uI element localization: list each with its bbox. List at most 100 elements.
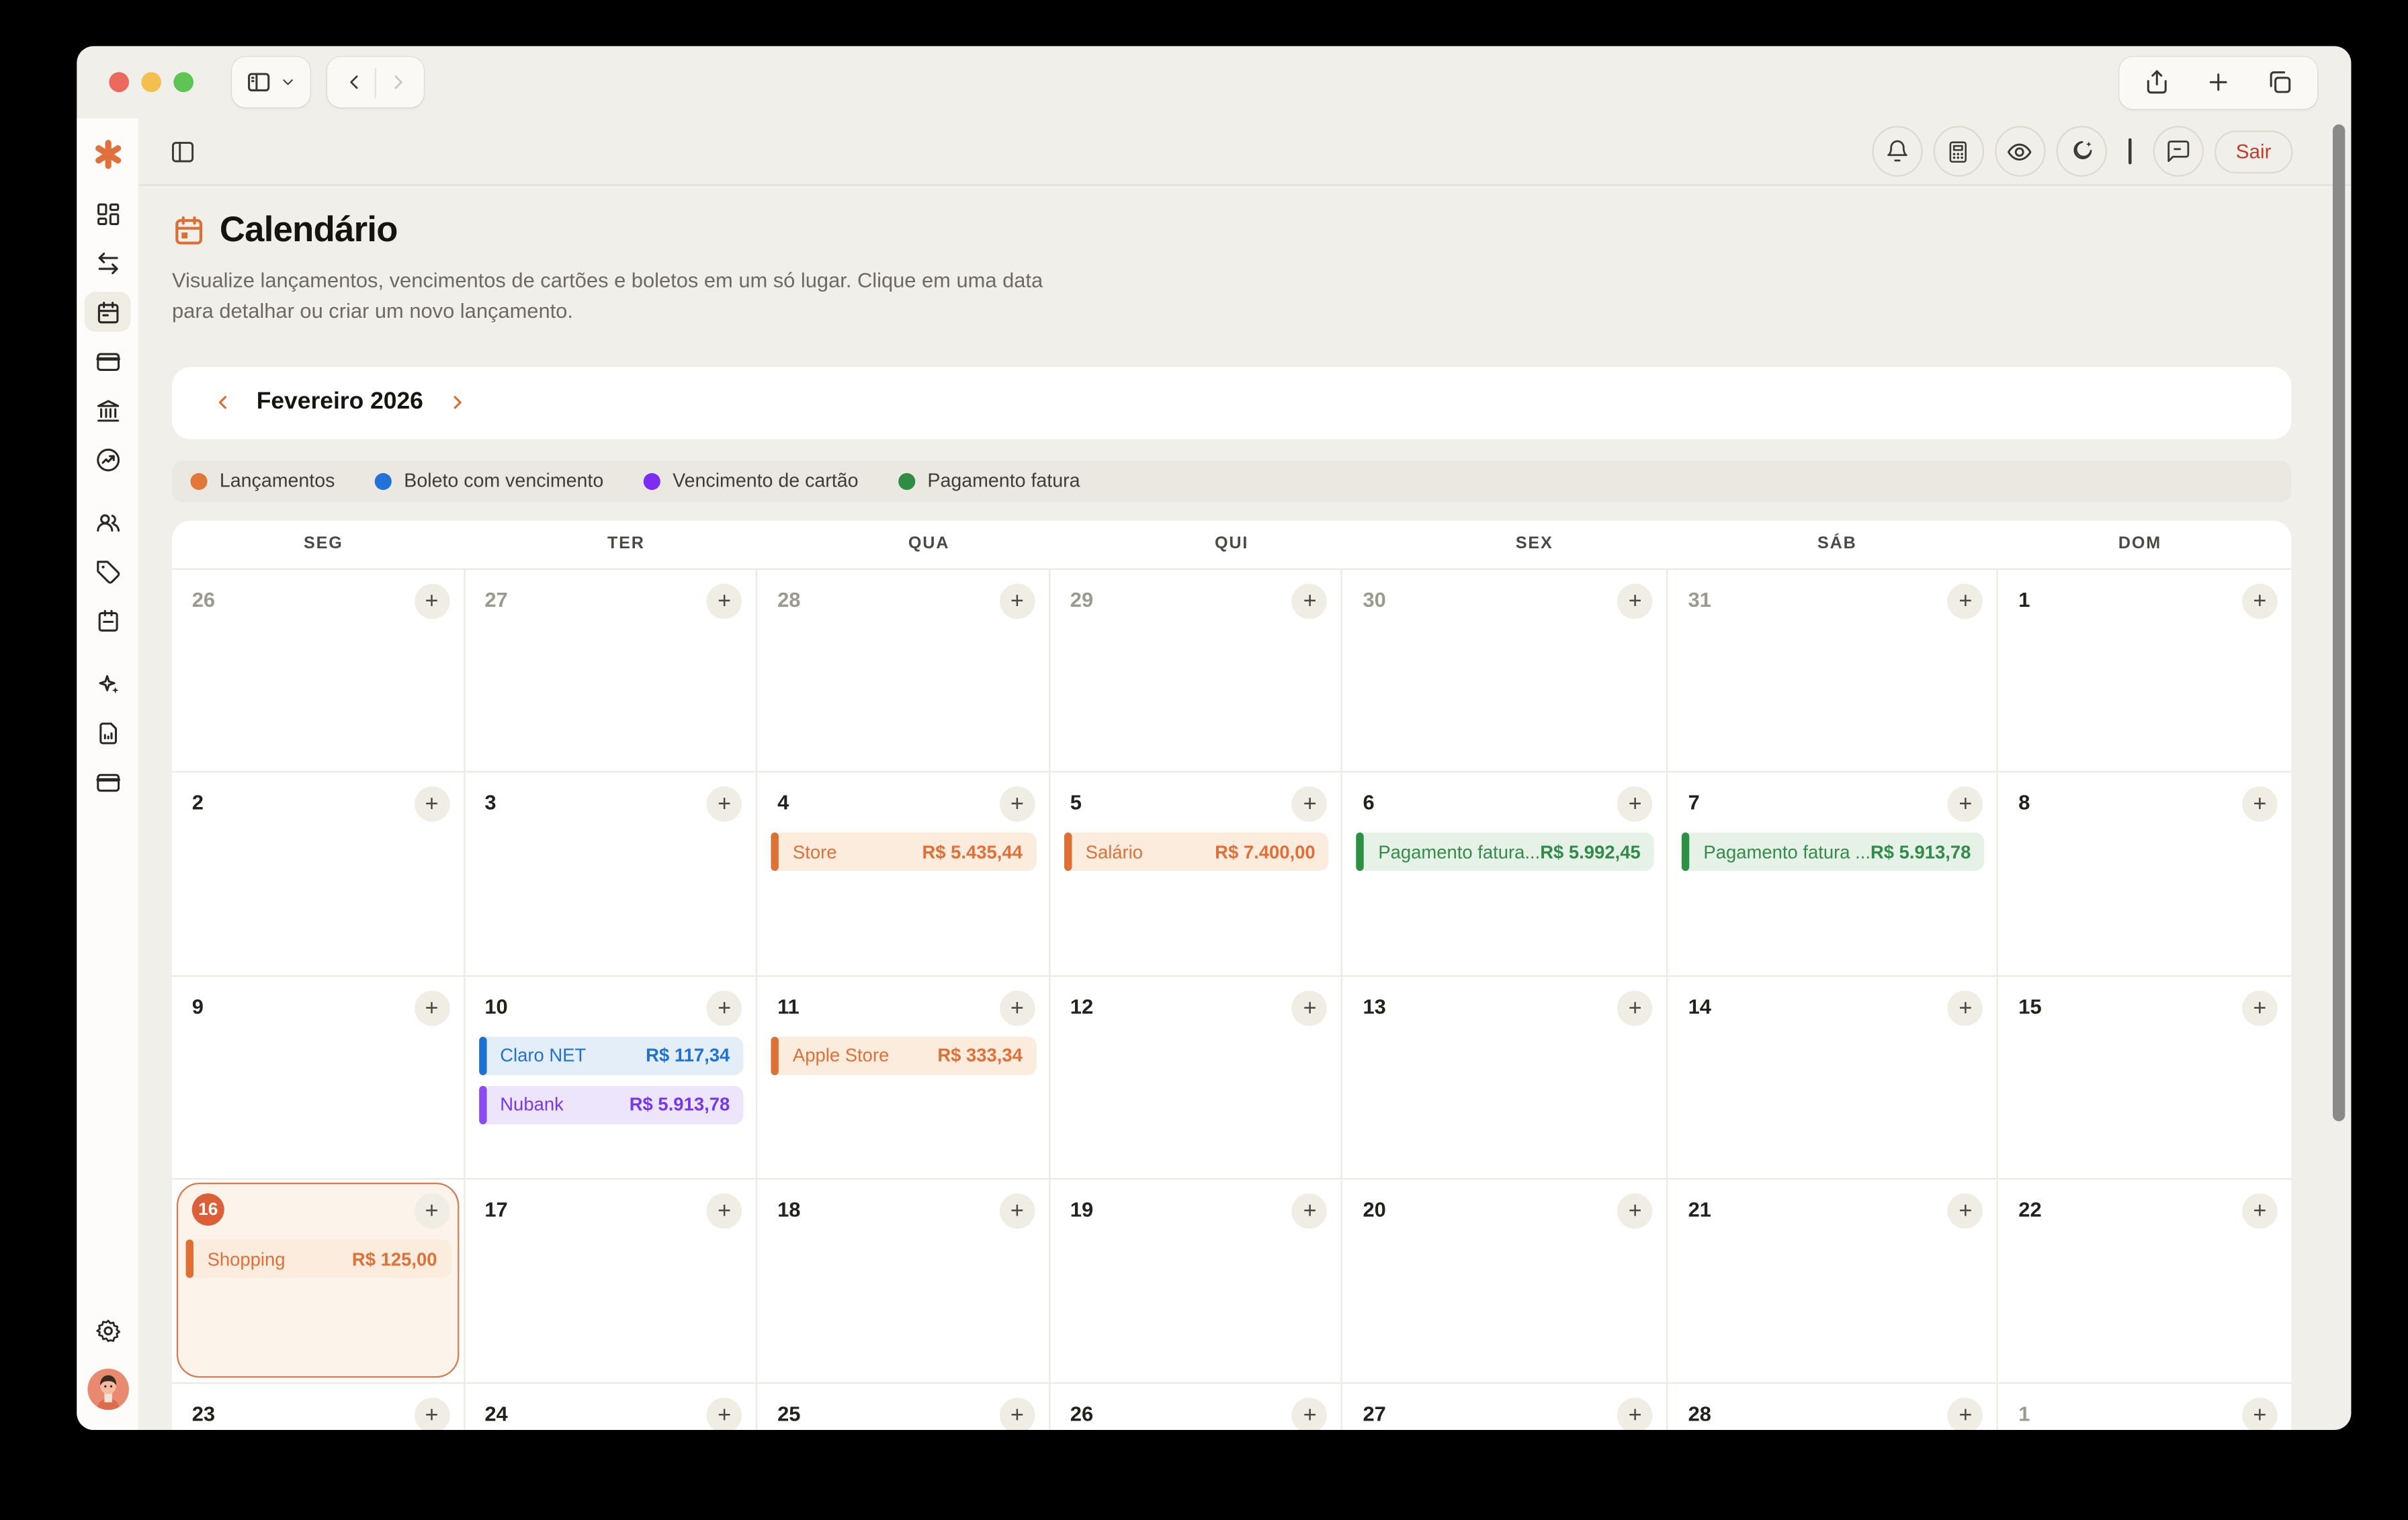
event-chip-fatura[interactable]: Pagamento fatura ... R$ 5.913,78 [1682, 832, 1985, 871]
sidebar-item-planner[interactable] [85, 601, 131, 640]
event-chip-cartao[interactable]: Nubank R$ 5.913,78 [478, 1085, 744, 1124]
add-event-button[interactable]: + [1617, 1193, 1653, 1229]
sidebar-item-bank[interactable] [85, 390, 131, 430]
panel-toggle-icon[interactable] [169, 138, 196, 165]
calendar-day-cell[interactable]: 13 + [1342, 974, 1668, 1179]
sidebar-item-dashboard[interactable] [85, 194, 131, 233]
add-event-button[interactable]: + [2242, 583, 2278, 619]
new-tab-icon[interactable] [2205, 69, 2231, 95]
add-event-button[interactable]: + [999, 1396, 1035, 1430]
theme-button[interactable] [2056, 126, 2107, 177]
add-event-button[interactable]: + [414, 1193, 449, 1229]
calendar-day-cell[interactable]: 3 + [464, 771, 758, 975]
next-month-button[interactable] [446, 392, 468, 413]
event-chip-lancamento[interactable]: Salário R$ 7.400,00 [1064, 832, 1330, 871]
calendar-day-cell[interactable]: 20 + [1342, 1178, 1668, 1382]
add-event-button[interactable]: + [2242, 1396, 2278, 1430]
calendar-day-cell[interactable]: 12 + [1050, 974, 1343, 1179]
sidebar-item-tags[interactable] [85, 552, 131, 591]
avatar[interactable] [87, 1368, 128, 1410]
add-event-button[interactable]: + [414, 786, 449, 822]
add-event-button[interactable]: + [706, 583, 742, 619]
calendar-day-cell[interactable]: 17 + [464, 1178, 758, 1382]
add-event-button[interactable]: + [1292, 583, 1328, 619]
logo-asterisk-icon[interactable] [91, 132, 124, 175]
sidebar-item-wallet[interactable] [85, 762, 131, 802]
add-event-button[interactable]: + [1948, 1396, 1983, 1430]
scrollbar-thumb[interactable] [2333, 124, 2346, 1122]
calendar-day-cell[interactable]: 2 + [172, 771, 465, 975]
add-event-button[interactable]: + [999, 583, 1035, 619]
calendar-day-cell[interactable]: 10 + Claro NET R$ 117,34 Nubank R$ 5.913,78 [464, 974, 758, 1179]
add-event-button[interactable]: + [1617, 786, 1653, 822]
chevron-down-icon[interactable] [280, 74, 296, 91]
add-event-button[interactable]: + [1292, 990, 1328, 1025]
sidebar-item-goals[interactable] [85, 439, 131, 479]
add-event-button[interactable]: + [2242, 1193, 2278, 1229]
sidebar-item-calendar[interactable] [84, 292, 131, 332]
sidebar-item-reports[interactable] [85, 713, 131, 753]
close-button[interactable] [109, 72, 130, 93]
add-event-button[interactable]: + [999, 990, 1035, 1025]
event-chip-boleto[interactable]: Claro NET R$ 117,34 [478, 1036, 744, 1074]
calendar-day-cell[interactable]: 1 + [1998, 567, 2292, 771]
calendar-day-cell[interactable]: 11 + Apple Store R$ 333,34 [757, 974, 1051, 1179]
calendar-day-cell[interactable]: 9 + [172, 974, 465, 1179]
minimize-button[interactable] [141, 72, 162, 93]
calendar-day-cell[interactable]: 18 + [757, 1178, 1051, 1382]
logout-button[interactable]: Sair [2214, 130, 2293, 173]
calendar-day-cell[interactable]: 28 + [757, 567, 1051, 771]
calendar-day-cell[interactable]: 26 + [1050, 1382, 1343, 1430]
calendar-day-cell[interactable]: 27 + [464, 567, 758, 771]
add-event-button[interactable]: + [1292, 786, 1328, 822]
calendar-day-cell[interactable]: 24 + [464, 1382, 758, 1430]
calendar-day-cell[interactable]: 22 + [1998, 1178, 2292, 1382]
sidebar-item-settings[interactable] [85, 1310, 131, 1350]
add-event-button[interactable]: + [999, 1193, 1035, 1229]
calendar-day-cell[interactable]: 23 + [172, 1382, 465, 1430]
add-event-button[interactable]: + [1948, 1193, 1983, 1229]
add-event-button[interactable]: + [2242, 786, 2278, 822]
add-event-button[interactable]: + [1948, 583, 1983, 619]
prev-month-button[interactable] [212, 392, 233, 413]
calendar-day-cell[interactable]: 5 + Salário R$ 7.400,00 [1050, 771, 1343, 975]
forward-button[interactable] [376, 61, 419, 103]
add-event-button[interactable]: + [1617, 1396, 1653, 1430]
notifications-button[interactable] [1872, 126, 1923, 177]
event-chip-lancamento[interactable]: Shopping R$ 125,00 [185, 1239, 452, 1278]
add-event-button[interactable]: + [706, 990, 742, 1025]
add-event-button[interactable]: + [706, 1193, 742, 1229]
event-chip-lancamento[interactable]: Apple Store R$ 333,34 [771, 1036, 1037, 1074]
calendar-day-cell[interactable]: 21 + [1668, 1178, 1999, 1382]
event-chip-lancamento[interactable]: Store R$ 5.435,44 [771, 832, 1037, 871]
feedback-button[interactable] [2153, 126, 2204, 177]
sidebar-toggle-group[interactable] [232, 56, 310, 108]
calendar-day-cell[interactable]: 29 + [1050, 567, 1343, 771]
tabs-icon[interactable] [2267, 69, 2293, 95]
add-event-button[interactable]: + [999, 786, 1035, 822]
add-event-button[interactable]: + [1292, 1193, 1328, 1229]
event-chip-fatura[interactable]: Pagamento fatura... R$ 5.992,45 [1357, 832, 1655, 871]
add-event-button[interactable]: + [1948, 786, 1983, 822]
add-event-button[interactable]: + [706, 786, 742, 822]
add-event-button[interactable]: + [414, 990, 449, 1025]
add-event-button[interactable]: + [2242, 990, 2278, 1025]
sidebar-item-users[interactable] [85, 502, 131, 542]
calendar-day-cell[interactable]: 27 + [1342, 1382, 1668, 1430]
add-event-button[interactable]: + [706, 1396, 742, 1430]
calendar-day-cell[interactable]: 6 + Pagamento fatura... R$ 5.992,45 [1342, 771, 1668, 975]
calendar-day-cell-today[interactable]: 16 + Shopping R$ 125,00 [172, 1178, 465, 1382]
calendar-day-cell[interactable]: 28 + [1668, 1382, 1999, 1430]
calendar-day-cell[interactable]: 19 + [1050, 1178, 1343, 1382]
share-icon[interactable] [2144, 69, 2170, 95]
calendar-day-cell[interactable]: 1 + [1998, 1382, 2292, 1430]
add-event-button[interactable]: + [414, 1396, 449, 1430]
calendar-day-cell[interactable]: 8 + [1998, 771, 2292, 974]
sidebar-toggle-icon[interactable] [246, 69, 272, 95]
calendar-day-cell[interactable]: 30 + [1342, 567, 1668, 771]
calendar-day-cell[interactable]: 15 + [1998, 974, 2292, 1178]
privacy-button[interactable] [1994, 126, 2046, 177]
sidebar-item-ai[interactable] [85, 663, 131, 703]
calculator-button[interactable] [1933, 126, 1984, 177]
add-event-button[interactable]: + [414, 583, 449, 619]
